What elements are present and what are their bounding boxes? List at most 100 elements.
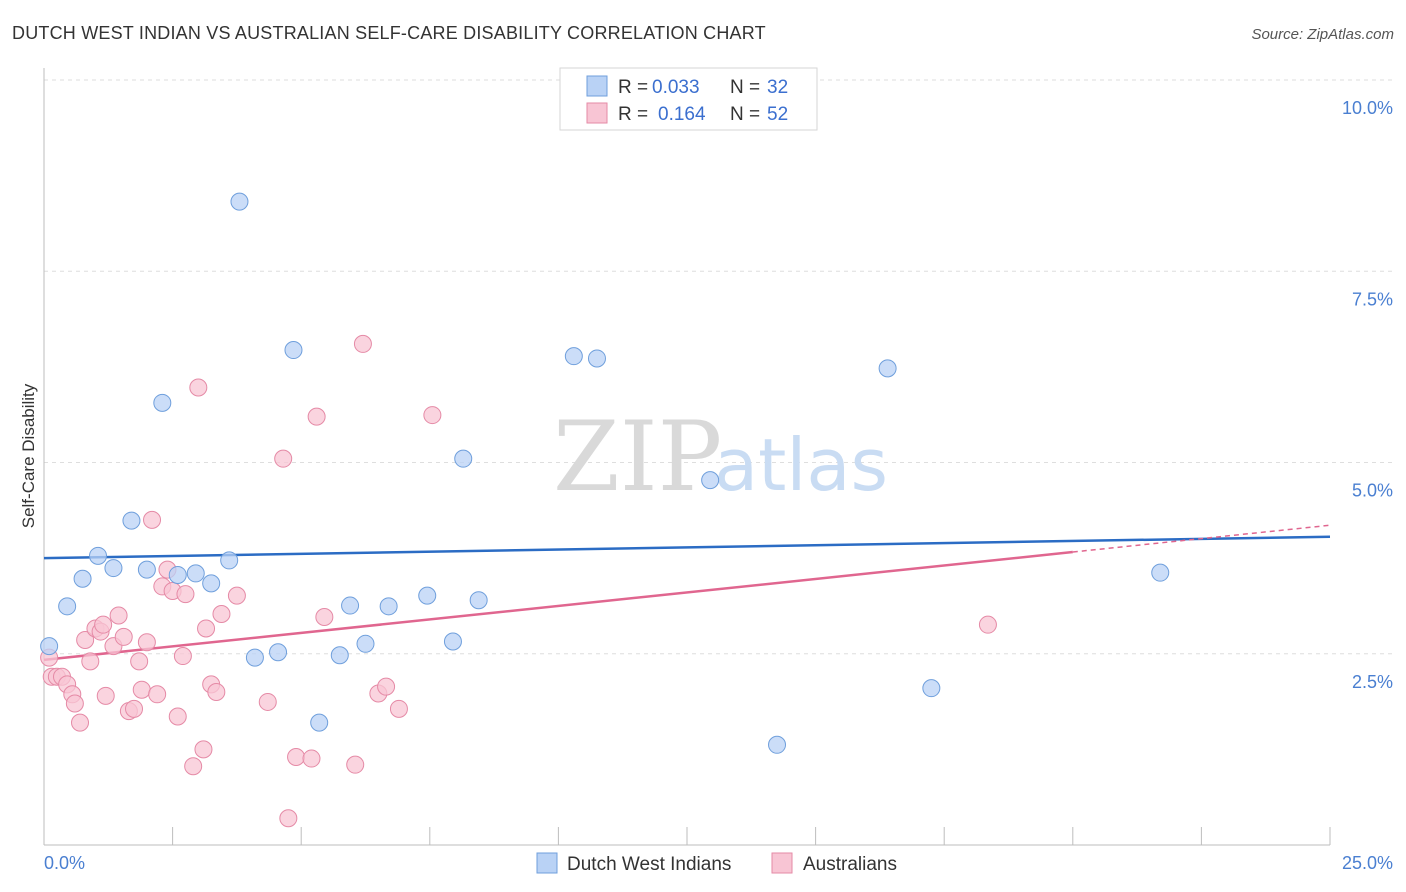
point-australians xyxy=(94,615,113,634)
point-australians xyxy=(168,707,187,726)
trend-line-dutch-west-indians xyxy=(43,535,1331,560)
point-australians xyxy=(176,585,195,604)
point-dutch-west-indians xyxy=(310,713,329,732)
point-dutch-west-indians xyxy=(73,569,92,588)
legend-n-value-2: 52 xyxy=(767,104,788,125)
point-australians xyxy=(207,683,226,701)
point-dutch-west-indians xyxy=(202,574,221,593)
point-australians xyxy=(287,748,306,767)
point-australians xyxy=(96,686,115,705)
point-dutch-west-indians xyxy=(379,597,398,616)
point-australians xyxy=(307,407,326,426)
point-australians xyxy=(212,604,231,623)
point-australians xyxy=(81,652,100,671)
point-australians xyxy=(71,713,90,732)
point-dutch-west-indians xyxy=(443,632,462,651)
x-tick-label-max: 25.0% xyxy=(1342,853,1393,873)
point-australians xyxy=(76,630,95,649)
point-dutch-west-indians xyxy=(220,551,239,570)
y-tick-labels: 2.5% 5.0% 7.5% 10.0% xyxy=(1342,98,1393,692)
point-dutch-west-indians xyxy=(122,511,141,530)
point-australians xyxy=(197,619,216,638)
legend-swatch-dutch-west-indians xyxy=(586,75,608,97)
legend-n-value-1: 32 xyxy=(767,77,788,98)
point-australians xyxy=(353,334,372,353)
point-australians xyxy=(423,406,442,425)
source-label: Source: ZipAtlas.com xyxy=(1251,26,1394,43)
watermark-zip: ZIP xyxy=(553,401,722,513)
legend-bottom-label-dutch-west-indians: Dutch West Indians xyxy=(567,854,731,875)
legend-n-label-1: N = xyxy=(730,77,760,98)
point-australians xyxy=(125,699,144,718)
point-australians xyxy=(109,606,128,625)
point-dutch-west-indians xyxy=(186,564,205,583)
point-australians xyxy=(194,740,213,759)
point-australians xyxy=(173,647,192,666)
x-tick-label-min: 0.0% xyxy=(44,853,85,873)
point-australians xyxy=(65,694,84,713)
legend-r-label-1: R = xyxy=(618,77,648,98)
trend-lines xyxy=(43,524,1331,662)
point-dutch-west-indians xyxy=(768,735,787,754)
point-dutch-west-indians xyxy=(454,449,473,468)
point-australians xyxy=(315,608,334,627)
data-points xyxy=(40,192,1170,828)
point-dutch-west-indians xyxy=(104,559,123,578)
point-dutch-west-indians xyxy=(230,192,249,211)
point-dutch-west-indians xyxy=(564,347,583,366)
point-australians xyxy=(132,680,151,699)
point-australians xyxy=(227,586,246,605)
point-dutch-west-indians xyxy=(356,634,375,653)
point-australians xyxy=(377,677,396,696)
point-dutch-west-indians xyxy=(701,471,720,490)
point-australians xyxy=(189,378,208,397)
point-dutch-west-indians xyxy=(89,546,108,565)
legend-top: R = 0.033 N = 32 R = 0.164 N = 52 xyxy=(559,67,818,131)
point-dutch-west-indians xyxy=(269,643,288,662)
point-dutch-west-indians xyxy=(284,341,303,360)
point-dutch-west-indians xyxy=(153,393,172,412)
point-australians xyxy=(143,510,162,529)
legend-r-label-2: R = xyxy=(618,104,648,125)
point-dutch-west-indians xyxy=(245,648,264,667)
point-australians xyxy=(137,633,156,652)
y-tick-label: 7.5% xyxy=(1352,289,1393,309)
y-tick-label: 5.0% xyxy=(1352,481,1393,501)
point-australians xyxy=(346,755,365,774)
legend-bottom-label-australians: Australians xyxy=(803,854,897,875)
point-australians xyxy=(258,692,277,711)
point-dutch-west-indians xyxy=(341,596,360,615)
point-australians xyxy=(389,699,408,718)
point-dutch-west-indians xyxy=(137,560,156,579)
legend-bottom: Dutch West Indians Australians xyxy=(536,852,897,875)
watermark-atlas: atlas xyxy=(714,423,888,507)
trend-line-australians xyxy=(43,550,1073,662)
point-australians xyxy=(184,757,203,776)
y-tick-label: 2.5% xyxy=(1352,672,1393,692)
point-dutch-west-indians xyxy=(1151,563,1170,582)
y-axis-label: Self-Care Disability xyxy=(19,383,38,528)
point-dutch-west-indians xyxy=(878,359,897,378)
point-australians xyxy=(978,615,997,634)
point-australians xyxy=(274,449,293,468)
grid xyxy=(44,79,1394,655)
legend-bottom-swatch-dutch-west-indians xyxy=(536,852,558,874)
point-australians xyxy=(279,809,298,828)
point-australians xyxy=(130,652,149,671)
chart-title: DUTCH WEST INDIAN VS AUSTRALIAN SELF-CAR… xyxy=(12,23,766,43)
trend-line-extension-australians xyxy=(1072,524,1331,553)
point-dutch-west-indians xyxy=(58,597,77,616)
point-dutch-west-indians xyxy=(40,637,59,656)
point-australians xyxy=(148,685,167,704)
legend-swatch-australians xyxy=(586,102,608,124)
legend-n-label-2: N = xyxy=(730,104,760,125)
legend-bottom-swatch-australians xyxy=(771,852,793,874)
point-dutch-west-indians xyxy=(922,679,941,698)
point-dutch-west-indians xyxy=(330,646,349,665)
point-dutch-west-indians xyxy=(418,586,437,605)
point-australians xyxy=(114,627,133,646)
point-australians xyxy=(302,749,321,768)
point-dutch-west-indians xyxy=(469,591,488,610)
watermark: ZIP atlas xyxy=(553,401,888,513)
